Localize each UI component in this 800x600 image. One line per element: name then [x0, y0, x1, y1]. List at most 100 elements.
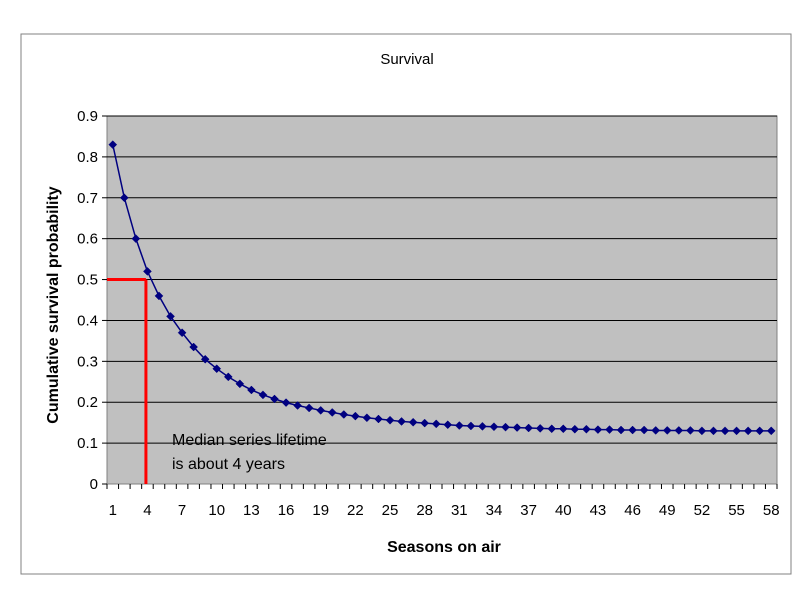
data-point: [709, 426, 718, 436]
data-point: [489, 422, 499, 432]
data-point: [258, 390, 268, 400]
data-point: [674, 426, 684, 435]
data-point: [166, 312, 175, 321]
data-point: [547, 424, 557, 434]
data-point: [247, 385, 256, 395]
data-point: [212, 364, 222, 374]
y-tick-label: 0.8: [77, 149, 98, 166]
data-point: [351, 411, 360, 421]
data-point: [119, 193, 129, 203]
data-point: [397, 417, 406, 426]
data-point: [558, 424, 568, 434]
x-tick-label: 16: [278, 502, 295, 519]
data-point: [374, 414, 383, 424]
y-tick-label: 0.5: [77, 272, 98, 289]
x-tick-label: 28: [416, 502, 433, 519]
median-annotation-lines: [107, 278, 148, 484]
data-point: [720, 426, 730, 436]
data-point: [143, 267, 152, 276]
data-point: [593, 425, 603, 434]
x-tick-label: 25: [382, 502, 399, 519]
data-point: [570, 424, 580, 434]
series-line: [112, 144, 772, 432]
data-point: [443, 420, 453, 430]
x-tick-label: 13: [243, 502, 260, 519]
data-point: [524, 423, 533, 433]
data-point: [189, 342, 198, 352]
x-tick-label: 49: [659, 502, 676, 519]
data-point: [327, 408, 337, 417]
y-axis-ticks: 0 0.1 0.2 0.3 0.4 0.5 0.6 0.7 0.8 0.9: [77, 108, 107, 493]
chart-title: Survival: [380, 51, 433, 68]
data-point: [535, 424, 545, 433]
y-tick-label: 0.3: [77, 353, 98, 370]
y-tick-label: 0.2: [77, 394, 98, 411]
data-point: [697, 426, 707, 436]
data-point: [177, 328, 187, 338]
x-tick-label: 52: [694, 502, 711, 519]
x-tick-label: 1: [109, 502, 117, 519]
x-tick-label: 43: [590, 502, 607, 519]
series-markers: [108, 140, 776, 436]
data-point: [766, 426, 776, 436]
y-tick-label: 0.1: [77, 435, 98, 452]
x-axis-ticks: 1 4 7 10 13 16 19 22 25 28 31 34 37 40 43 46 49 52 55 58: [106, 484, 780, 519]
plot-area: [106, 115, 778, 485]
data-point: [628, 425, 637, 435]
data-point: [512, 423, 522, 432]
data-point: [362, 413, 372, 423]
x-tick-label: 19: [312, 502, 329, 519]
x-tick-label: 46: [624, 502, 641, 519]
data-point: [281, 398, 291, 407]
y-axis-label: Cumulative survival probability: [45, 186, 62, 424]
data-point: [755, 426, 765, 436]
data-point: [235, 379, 245, 389]
data-point: [454, 421, 464, 430]
data-point: [639, 425, 649, 435]
data-point: [431, 419, 441, 429]
x-tick-label: 55: [728, 502, 745, 519]
data-point: [223, 372, 233, 382]
data-point: [293, 401, 302, 410]
data-point: [154, 291, 164, 301]
data-point: [304, 403, 314, 413]
data-point: [616, 425, 626, 435]
x-tick-label: 10: [208, 502, 225, 519]
data-point: [478, 421, 487, 431]
data-point: [420, 418, 430, 428]
data-point: [108, 140, 118, 149]
data-point: [662, 426, 672, 435]
x-axis-label: Seasons on air: [387, 539, 501, 556]
x-tick-label: 34: [486, 502, 503, 519]
annotation-line-1: Median series lifetime: [172, 432, 327, 449]
gridlines: [107, 115, 777, 444]
data-point: [339, 410, 349, 419]
x-tick-label: 7: [178, 502, 186, 519]
data-point: [385, 415, 395, 425]
x-tick-label: 37: [520, 502, 537, 519]
data-point: [732, 426, 741, 436]
data-point: [686, 426, 695, 435]
data-point: [200, 354, 210, 364]
data-point: [316, 406, 326, 415]
data-point: [466, 421, 476, 431]
y-tick-label: 0: [90, 476, 98, 493]
y-tick-label: 0.4: [77, 312, 98, 329]
data-point: [605, 425, 614, 434]
y-tick-label: 0.7: [77, 190, 98, 207]
data-point: [743, 426, 753, 436]
data-point: [131, 234, 141, 244]
data-point: [408, 417, 418, 427]
data-point: [651, 426, 661, 435]
x-tick-label: 4: [143, 502, 151, 519]
annotation-line-2: is about 4 years: [172, 456, 285, 473]
x-tick-label: 22: [347, 502, 364, 519]
y-tick-label: 0.9: [77, 108, 98, 125]
data-point: [270, 394, 279, 404]
x-tick-label: 31: [451, 502, 468, 519]
x-tick-label: 58: [763, 502, 780, 519]
x-tick-label: 40: [555, 502, 572, 519]
data-point: [501, 422, 510, 432]
data-point: [582, 424, 591, 434]
